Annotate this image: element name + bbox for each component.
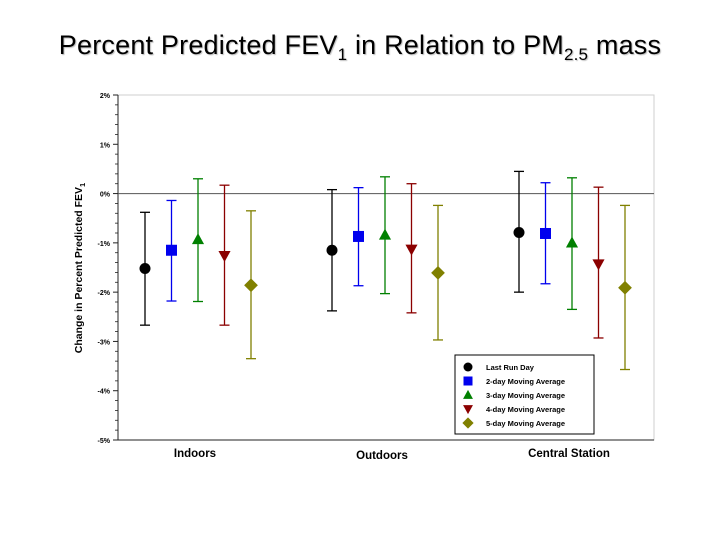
y-tick-label: -3% [98,339,111,346]
data-point [592,259,605,271]
legend-marker [463,376,473,386]
data-point [326,244,338,256]
title-part-rest: in Relation to PM [347,30,564,60]
y-axis-label: Change in Percent Predicted FEV1 [73,183,87,353]
legend-label: 5-day Moving Average [486,419,565,428]
legend-label: 3-day Moving Average [486,391,565,400]
data-point [405,244,418,256]
y-tick-label: 2% [100,93,111,100]
data-point [513,227,525,239]
data-point [565,236,579,248]
data-point [378,228,392,240]
title-sub-1: 1 [337,45,348,64]
y-axis-label-text: Change in Percent Predicted FEV [73,187,85,353]
y-ticks: 2% 1% 0% -1% -2% -3% -4% -5% [98,93,118,445]
y-tick-label: -4% [98,389,111,396]
x-category-label: Indoors [174,448,216,460]
y-tick-label: -1% [98,241,111,248]
x-category-label: Central Station [528,448,610,460]
data-point [166,244,177,256]
x-category-labels: Indoors Outdoors Central Station [174,448,610,462]
legend-label: Last Run Day [486,363,535,372]
legend-marker [463,405,473,415]
x-category-label: Outdoors [356,450,408,462]
title-sub-pm: 2.5 [563,45,589,64]
y-tick-label: -2% [98,290,111,297]
y-tick-label: 0% [100,192,111,199]
data-point [353,230,364,242]
legend-marker [462,417,474,429]
legend-marker [463,362,473,372]
legend-marker [463,389,473,399]
y-tick-label: 1% [100,142,111,149]
data-point [191,233,205,245]
data-point [618,280,632,295]
data-point [244,278,258,293]
legend-label: 4-day Moving Average [486,405,565,414]
y-axis-label-sub: 1 [78,183,87,187]
series-layer [139,170,632,371]
chart-title: Percent Predicted FEV1 in Relation to PM… [0,30,720,65]
legend-label: 2-day Moving Average [486,377,565,386]
title-part-main: Percent Predicted FEV [58,30,338,60]
data-point [218,250,231,262]
data-point [540,227,551,239]
title-part-tail: mass [588,30,662,60]
data-point [431,266,445,280]
y-tick-label: -5% [98,438,111,445]
legend-box [454,354,595,435]
legend: Last Run Day 2-day Moving Average 3-day Mo… [454,354,595,435]
data-point [139,262,151,274]
